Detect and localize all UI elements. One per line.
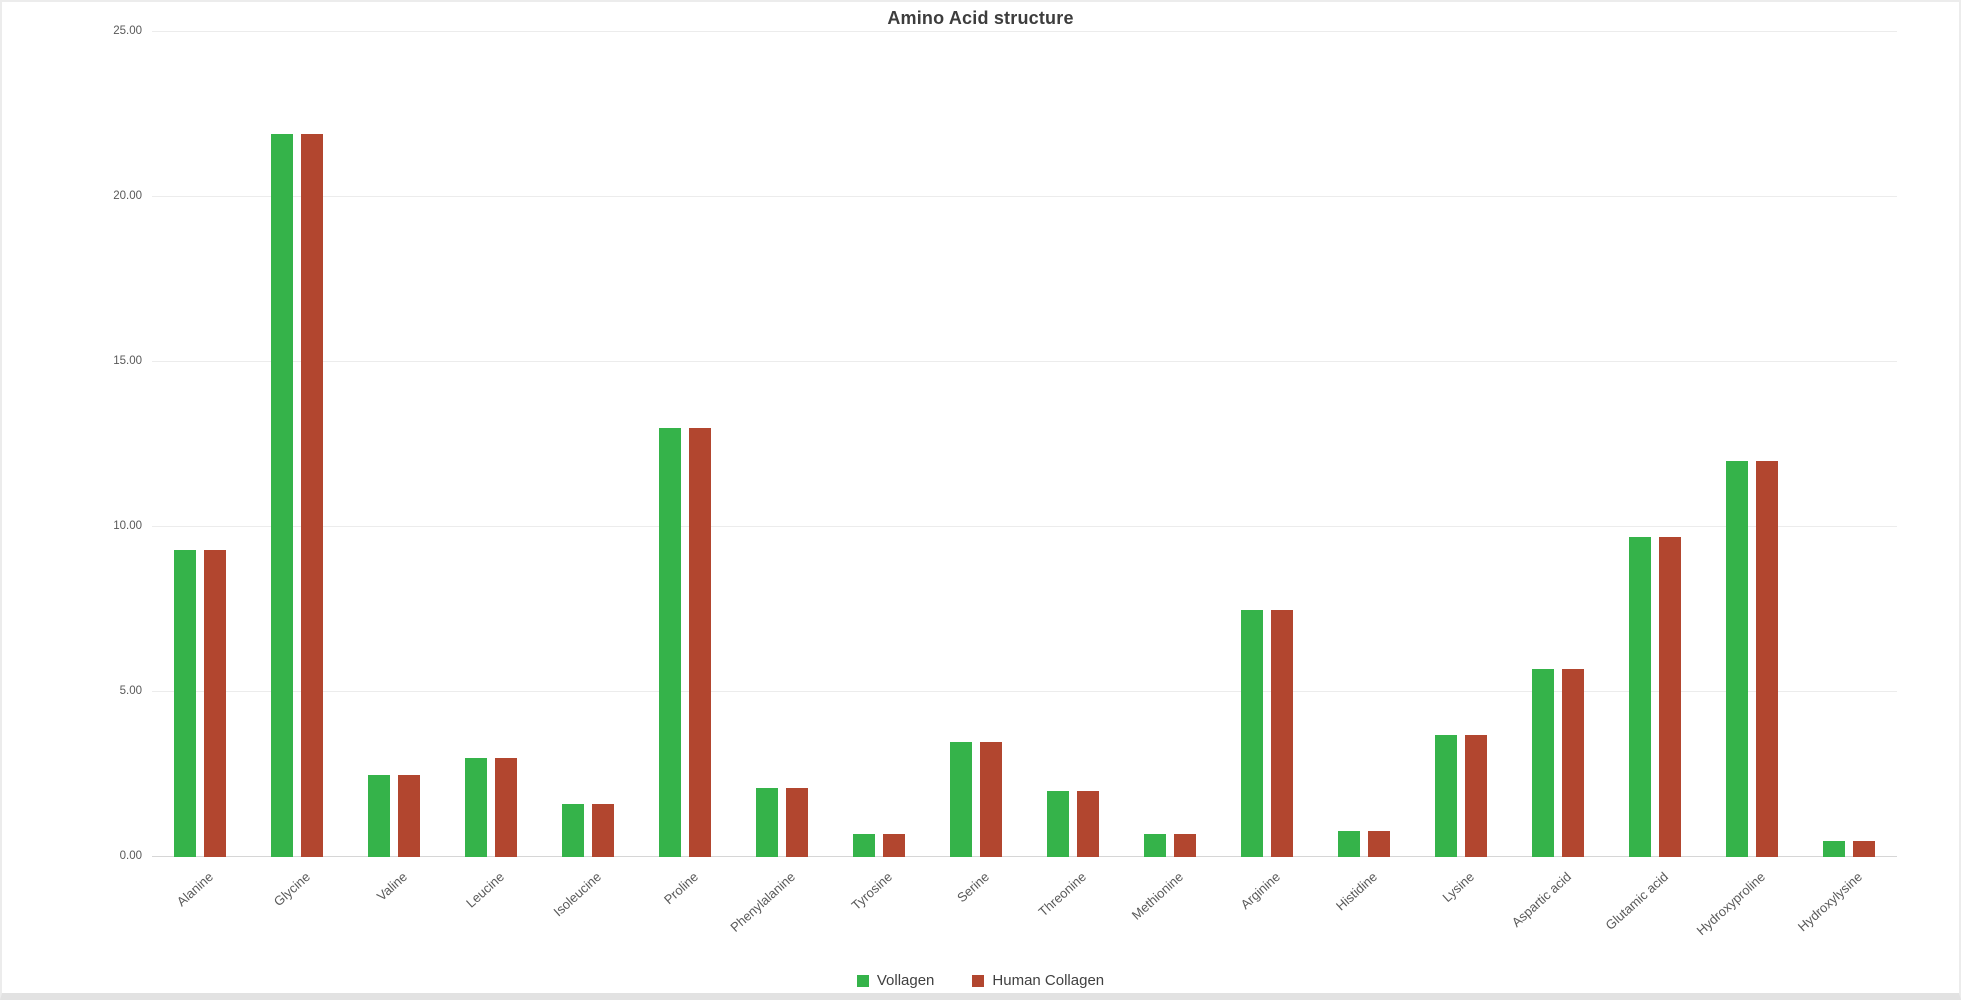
y-axis-tick-label: 0.00 — [119, 850, 142, 862]
bar-group-glycine — [249, 32, 346, 857]
bar-human-collagen — [1367, 830, 1390, 857]
y-axis-tick-label: 15.00 — [113, 355, 142, 367]
y-axis-tick-label: 10.00 — [113, 520, 142, 532]
legend-label-vollagen: Vollagen — [876, 972, 935, 989]
bar-vollagen — [1822, 840, 1845, 857]
gridline-y-0.00 — [152, 856, 1897, 857]
bar-vollagen — [1143, 833, 1166, 857]
bar-group-phenylalanine — [734, 32, 831, 857]
bar-group-lysine — [1412, 32, 1509, 857]
y-axis-tick-label: 5.00 — [119, 685, 142, 697]
bar-vollagen — [659, 428, 682, 857]
bar-human-collagen — [398, 774, 421, 857]
bar-group-isoleucine — [540, 32, 637, 857]
bar-group-hydroxylysine — [1800, 32, 1897, 857]
bar-vollagen — [174, 550, 197, 857]
bar-vollagen — [1628, 536, 1651, 857]
bar-group-histidine — [1315, 32, 1412, 857]
bar-vollagen — [950, 741, 973, 857]
chart-title: Amino Acid structure — [887, 8, 1074, 28]
bar-human-collagen — [786, 787, 809, 857]
gridline-y-5.00 — [152, 691, 1897, 692]
bar-human-collagen — [301, 134, 324, 857]
bar-human-collagen — [1173, 833, 1196, 857]
bar-group-proline — [637, 32, 734, 857]
bar-vollagen — [1046, 791, 1069, 857]
bar-vollagen — [562, 804, 585, 857]
plot-area — [152, 31, 1897, 857]
legend-label-human-collagen: Human Collagen — [992, 972, 1105, 989]
bar-human-collagen — [1561, 668, 1584, 857]
bar-group-leucine — [443, 32, 540, 857]
y-axis-tick-label: 20.00 — [113, 190, 142, 202]
bar-vollagen — [1434, 734, 1457, 857]
legend-swatch-vollagen — [856, 974, 869, 987]
bar-group-hydroxyproline — [1703, 32, 1800, 857]
bar-group-arginine — [1218, 32, 1315, 857]
bar-vollagen — [465, 758, 488, 857]
legend-swatch-human-collagen — [972, 974, 985, 987]
bar-group-threonine — [1025, 32, 1122, 857]
bar-vollagen — [1531, 668, 1554, 857]
bar-group-valine — [346, 32, 443, 857]
legend-item-human-collagen: Human Collagen — [972, 972, 1104, 989]
bar-group-methionine — [1121, 32, 1218, 857]
bar-human-collagen — [204, 550, 227, 857]
bar-human-collagen — [495, 758, 518, 857]
bar-human-collagen — [883, 833, 906, 857]
bar-group-serine — [928, 32, 1025, 857]
bar-vollagen — [853, 833, 876, 857]
bar-group-tyrosine — [831, 32, 928, 857]
bar-vollagen — [1337, 830, 1360, 857]
legend: Vollagen Human Collagen — [2, 972, 1959, 989]
gridline-y-15.00 — [152, 361, 1897, 362]
bar-human-collagen — [1270, 609, 1293, 857]
bar-vollagen — [368, 774, 391, 857]
bar-vollagen — [1240, 609, 1263, 857]
bar-group-glutamic-acid — [1606, 32, 1703, 857]
bar-human-collagen — [980, 741, 1003, 857]
y-axis-tick-label: 25.00 — [113, 25, 142, 37]
gridline-y-25.00 — [152, 31, 1897, 32]
bar-vollagen — [1725, 461, 1748, 857]
gridline-y-10.00 — [152, 526, 1897, 527]
bar-group-alanine — [152, 32, 249, 857]
bar-human-collagen — [689, 428, 712, 857]
legend-item-vollagen: Vollagen — [856, 972, 935, 989]
bar-human-collagen — [1464, 734, 1487, 857]
bar-human-collagen — [1852, 840, 1875, 857]
gridline-y-20.00 — [152, 196, 1897, 197]
bar-human-collagen — [1076, 791, 1099, 857]
bar-human-collagen — [1755, 461, 1778, 857]
bar-vollagen — [271, 134, 294, 857]
bar-vollagen — [756, 787, 779, 857]
bar-human-collagen — [1658, 536, 1681, 857]
bar-group-aspartic-acid — [1509, 32, 1606, 857]
bar-human-collagen — [592, 804, 615, 857]
